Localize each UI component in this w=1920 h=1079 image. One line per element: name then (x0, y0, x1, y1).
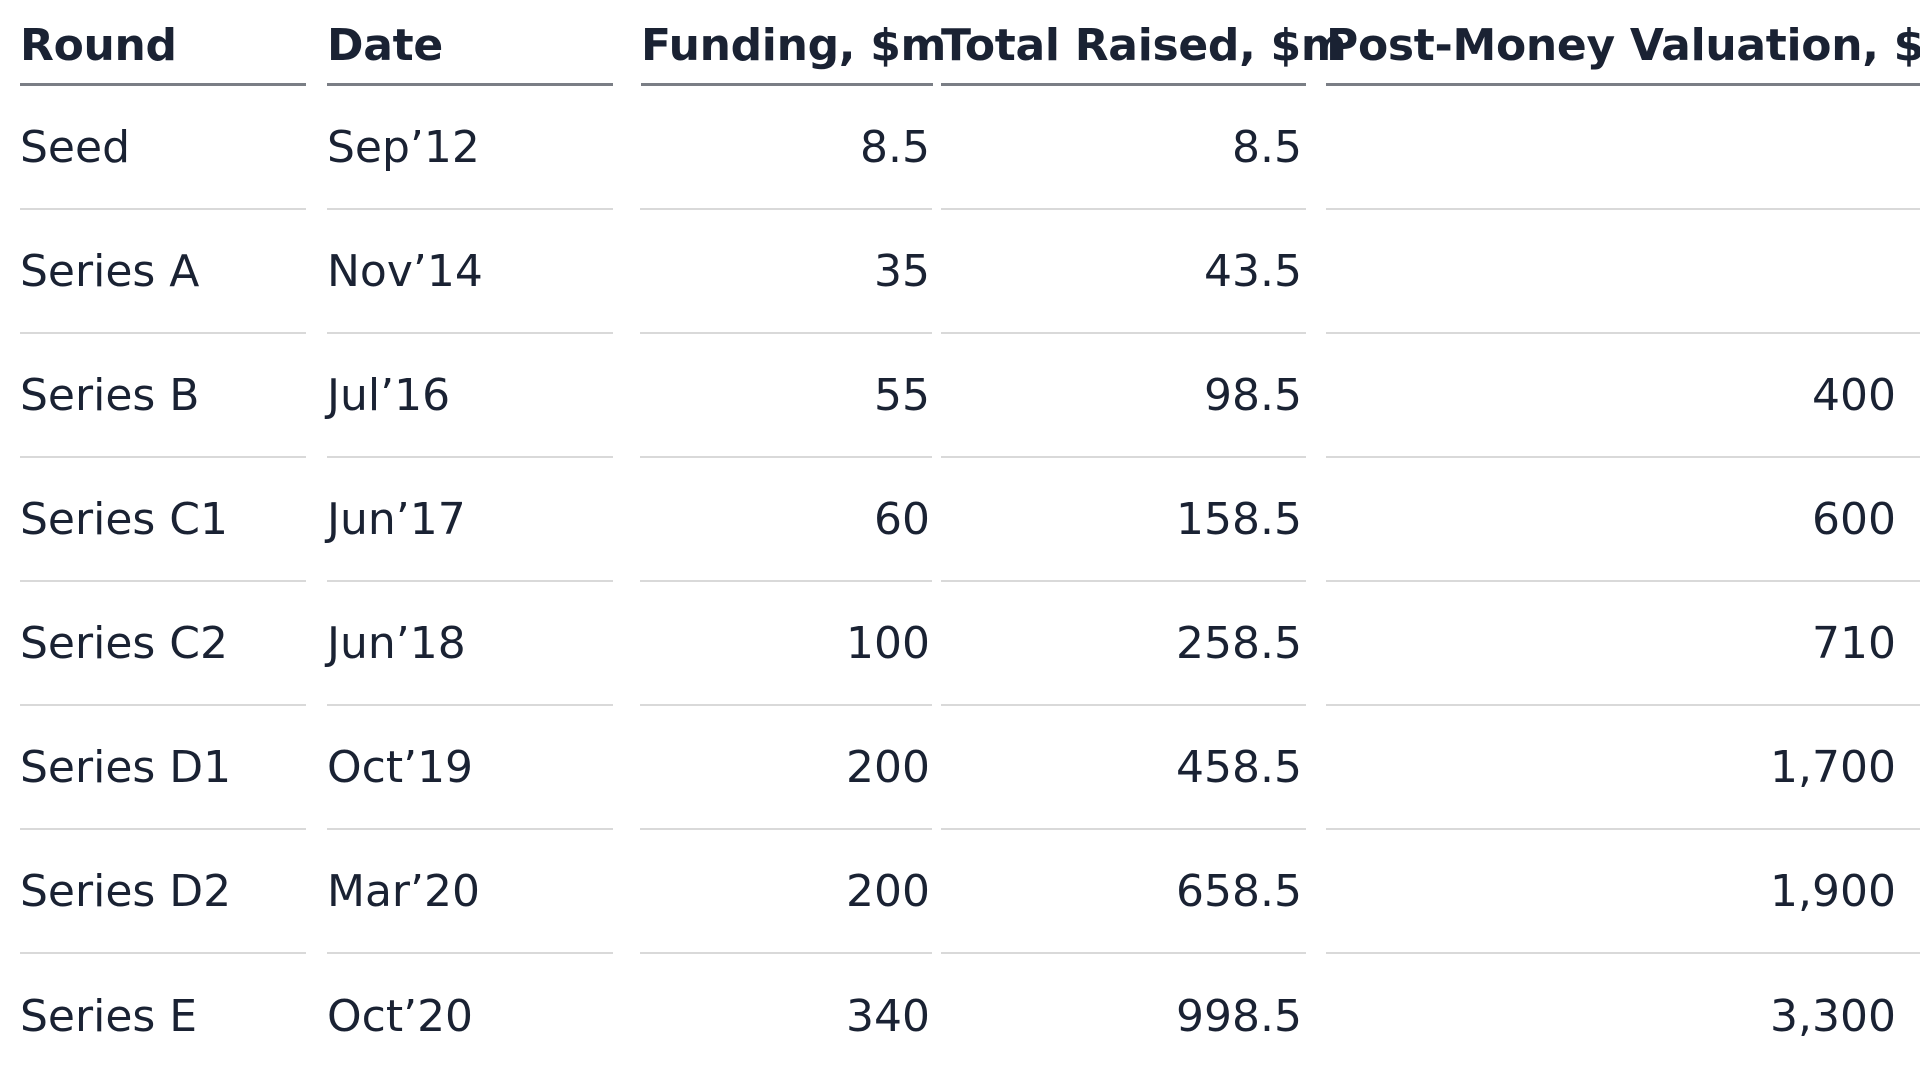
total-raised-cell: 658.5 (941, 830, 1306, 954)
post-money-cell-value: 600 (1812, 493, 1896, 545)
header-funding: Funding, $m (641, 0, 946, 86)
funding-cell-value: 340 (846, 990, 930, 1042)
post-money-cell-value: 710 (1812, 617, 1896, 669)
round-cell: Series C2 (20, 582, 306, 706)
total-raised-cell-value: 43.5 (1204, 245, 1302, 297)
table-row: Seed Sep’12 8.5 8.5 (20, 86, 1920, 210)
total-raised-cell: 158.5 (941, 458, 1306, 582)
date-cell: Jul’16 (327, 334, 613, 458)
post-money-cell: 400 (1326, 334, 1920, 458)
date-cell-value: Mar’20 (327, 865, 480, 917)
round-cell-value: Series C2 (20, 617, 229, 669)
round-cell: Seed (20, 86, 306, 210)
round-cell: Series D2 (20, 830, 306, 954)
funding-cell-value: 55 (874, 369, 930, 421)
total-raised-cell: 458.5 (941, 706, 1306, 830)
date-cell: Oct’19 (327, 706, 613, 830)
table-row: Series A Nov’14 35 43.5 (20, 210, 1920, 334)
date-cell-value: Jul’16 (327, 369, 451, 421)
date-cell: Nov’14 (327, 210, 613, 334)
round-cell-value: Series B (20, 369, 200, 421)
total-raised-cell-value: 658.5 (1176, 865, 1302, 917)
date-cell-value: Sep’12 (327, 121, 480, 173)
round-cell-value: Series D1 (20, 741, 232, 793)
round-cell: Series D1 (20, 706, 306, 830)
table-row: Series C2 Jun’18 100 258.5 710 (20, 582, 1920, 706)
funding-cell: 8.5 (640, 86, 932, 210)
total-raised-cell: 43.5 (941, 210, 1306, 334)
round-cell: Series E (20, 954, 306, 1078)
funding-cell: 55 (640, 334, 932, 458)
post-money-cell: 1,900 (1326, 830, 1920, 954)
funding-cell-value: 200 (846, 865, 930, 917)
funding-cell-value: 8.5 (860, 121, 930, 173)
round-cell: Series A (20, 210, 306, 334)
header-post-money: Post-Money Valuation, $m (1326, 0, 1920, 86)
table-body: Seed Sep’12 8.5 8.5 Series A Nov’14 35 43.5 Seri… (20, 86, 1920, 1078)
funding-cell-value: 200 (846, 741, 930, 793)
round-cell: Series C1 (20, 458, 306, 582)
total-raised-cell: 8.5 (941, 86, 1306, 210)
post-money-cell (1326, 86, 1920, 210)
funding-cell: 100 (640, 582, 932, 706)
header-funding-label: Funding, $m (641, 20, 947, 71)
funding-cell-value: 60 (874, 493, 930, 545)
header-date: Date (327, 0, 613, 86)
header-date-label: Date (327, 20, 443, 71)
table-row: Series D2 Mar’20 200 658.5 1,900 (20, 830, 1920, 954)
header-round: Round (20, 0, 306, 86)
total-raised-cell: 998.5 (941, 954, 1306, 1078)
date-cell: Jun’17 (327, 458, 613, 582)
round-cell-value: Series C1 (20, 493, 229, 545)
funding-cell: 200 (640, 706, 932, 830)
total-raised-cell-value: 258.5 (1176, 617, 1302, 669)
date-cell-value: Nov’14 (327, 245, 483, 297)
post-money-cell: 3,300 (1326, 954, 1920, 1078)
funding-cell: 340 (640, 954, 932, 1078)
post-money-cell-value: 1,900 (1770, 865, 1896, 917)
table-row: Series B Jul’16 55 98.5 400 (20, 334, 1920, 458)
post-money-cell-value: 3,300 (1770, 990, 1896, 1042)
round-cell-value: Series A (20, 245, 200, 297)
round-cell-value: Seed (20, 121, 130, 173)
post-money-cell (1326, 210, 1920, 334)
total-raised-cell-value: 458.5 (1176, 741, 1302, 793)
post-money-cell: 1,700 (1326, 706, 1920, 830)
total-raised-cell: 258.5 (941, 582, 1306, 706)
header-total-raised-label: Total Raised, $m (941, 20, 1347, 71)
date-cell-value: Oct’19 (327, 741, 474, 793)
round-cell: Series B (20, 334, 306, 458)
header-round-label: Round (20, 20, 177, 71)
table-header-row: Round Date Funding, $m Total Raised, $m … (20, 0, 1920, 86)
post-money-cell: 710 (1326, 582, 1920, 706)
funding-cell-value: 100 (846, 617, 930, 669)
header-post-money-label: Post-Money Valuation, $m (1326, 20, 1920, 71)
total-raised-cell: 98.5 (941, 334, 1306, 458)
date-cell: Oct’20 (327, 954, 613, 1078)
funding-rounds-table: Round Date Funding, $m Total Raised, $m … (20, 0, 1920, 1078)
round-cell-value: Series E (20, 990, 198, 1042)
funding-cell: 200 (640, 830, 932, 954)
table-row: Series C1 Jun’17 60 158.5 600 (20, 458, 1920, 582)
date-cell-value: Oct’20 (327, 990, 474, 1042)
total-raised-cell-value: 998.5 (1176, 990, 1302, 1042)
total-raised-cell-value: 8.5 (1232, 121, 1302, 173)
post-money-cell-value: 400 (1812, 369, 1896, 421)
date-cell: Jun’18 (327, 582, 613, 706)
funding-cell-value: 35 (874, 245, 930, 297)
header-total-raised: Total Raised, $m (941, 0, 1347, 86)
total-raised-cell-value: 98.5 (1204, 369, 1302, 421)
post-money-cell: 600 (1326, 458, 1920, 582)
total-raised-cell-value: 158.5 (1176, 493, 1302, 545)
date-cell: Sep’12 (327, 86, 613, 210)
funding-cell: 60 (640, 458, 932, 582)
funding-cell: 35 (640, 210, 932, 334)
table-row: Series D1 Oct’19 200 458.5 1,700 (20, 706, 1920, 830)
date-cell: Mar’20 (327, 830, 613, 954)
date-cell-value: Jun’18 (327, 617, 466, 669)
round-cell-value: Series D2 (20, 865, 232, 917)
post-money-cell-value: 1,700 (1770, 741, 1896, 793)
date-cell-value: Jun’17 (327, 493, 466, 545)
table-row: Series E Oct’20 340 998.5 3,300 (20, 954, 1920, 1078)
